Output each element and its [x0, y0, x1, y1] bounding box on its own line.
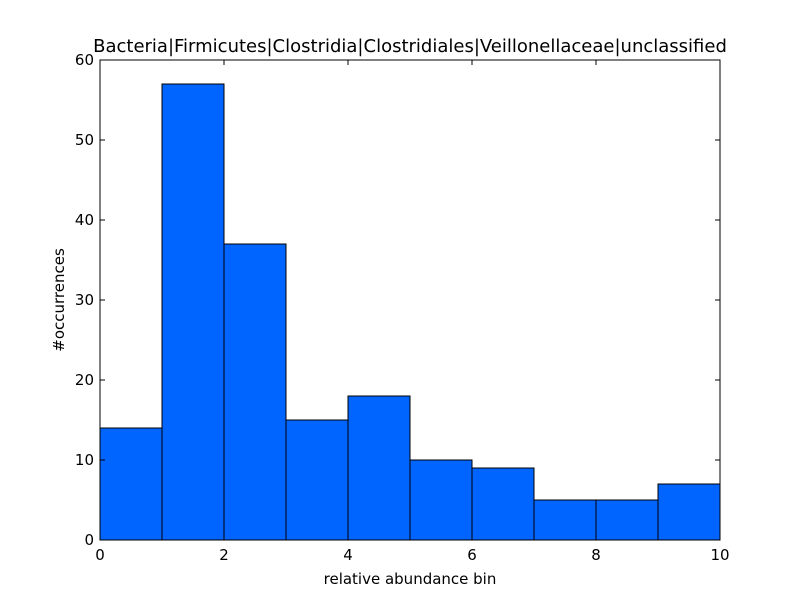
chart-title: Bacteria|Firmicutes|Clostridia|Clostridi… [93, 36, 727, 57]
histogram-bar [595, 499, 659, 541]
x-tick-label: 0 [95, 546, 105, 564]
histogram-bar [285, 419, 349, 541]
y-tick-label: 30 [75, 291, 94, 309]
x-axis-label: relative abundance bin [324, 570, 497, 588]
x-tick-label: 8 [591, 546, 601, 564]
y-tick-label: 50 [75, 131, 94, 149]
y-tick-label: 40 [75, 211, 94, 229]
histogram-bar [347, 395, 411, 541]
x-tick-label: 10 [710, 546, 729, 564]
y-axis-label: #occurrences [50, 248, 68, 352]
histogram-bar [99, 427, 163, 541]
histogram-bar [533, 499, 597, 541]
y-tick-label: 20 [75, 371, 94, 389]
x-tick-label: 6 [467, 546, 477, 564]
histogram-bar [471, 467, 535, 541]
histogram-bar [161, 83, 225, 541]
histogram-bar [657, 483, 721, 541]
x-tick-label: 4 [343, 546, 353, 564]
bars-group [99, 83, 721, 541]
histogram-bar [223, 243, 287, 541]
x-tick-label: 2 [219, 546, 229, 564]
histogram-bar [409, 459, 473, 541]
y-tick-label: 0 [84, 531, 94, 549]
y-tick-label: 60 [75, 51, 94, 69]
plot-frame [99, 59, 721, 541]
y-tick-label: 10 [75, 451, 94, 469]
